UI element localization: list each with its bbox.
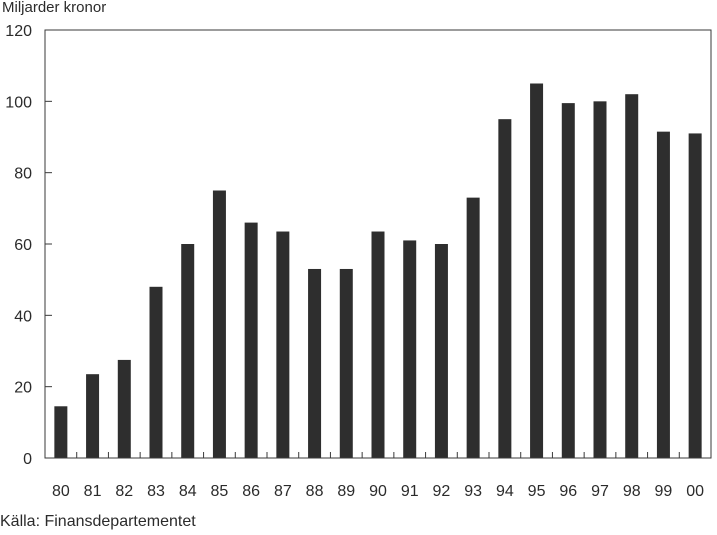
x-tick-label: 89 xyxy=(337,483,355,500)
bar-00 xyxy=(688,133,702,458)
bar-86 xyxy=(244,222,258,458)
bar-83 xyxy=(149,286,163,458)
x-tick-label: 86 xyxy=(242,483,260,500)
bar-89 xyxy=(339,268,353,458)
x-tick-label: 94 xyxy=(496,483,514,500)
x-tick-label: 93 xyxy=(464,483,482,500)
y-tick-label: 20 xyxy=(14,380,32,397)
x-tick-label: 83 xyxy=(147,483,165,500)
x-tick-label: 97 xyxy=(591,483,609,500)
bar-92 xyxy=(434,244,448,458)
y-tick-label: 60 xyxy=(14,237,32,254)
bar-98 xyxy=(625,94,639,458)
y-tick-label: 80 xyxy=(14,166,32,183)
bar-94 xyxy=(498,119,512,459)
bar-88 xyxy=(308,268,322,458)
bar-87 xyxy=(276,231,290,458)
x-tick-label: 98 xyxy=(623,483,641,500)
y-axis-title: Miljarder kronor xyxy=(2,0,107,16)
x-tick-label: 87 xyxy=(274,483,292,500)
bars-group xyxy=(54,83,702,459)
bar-93 xyxy=(466,197,480,458)
x-tick-label: 84 xyxy=(179,483,197,500)
bar-91 xyxy=(403,240,417,458)
bar-97 xyxy=(593,101,607,458)
bar-95 xyxy=(530,83,544,458)
x-tick-label: 82 xyxy=(115,483,133,500)
y-tick-label: 0 xyxy=(23,451,32,468)
y-tick-label: 100 xyxy=(5,94,32,111)
bar-84 xyxy=(181,244,195,458)
x-tick-label: 91 xyxy=(401,483,419,500)
bar-82 xyxy=(117,359,131,458)
bar-99 xyxy=(656,131,670,458)
x-tick-label: 96 xyxy=(559,483,577,500)
x-tick-label: 99 xyxy=(655,483,673,500)
bar-81 xyxy=(86,374,100,458)
x-tick-label: 81 xyxy=(84,483,102,500)
x-tick-label: 00 xyxy=(686,483,704,500)
x-axis-ticks: 80 81 82 83 84 85 86 87 88 89 90 91 92 93 94 95 96 97 98 99… xyxy=(52,452,704,500)
y-tick-label: 40 xyxy=(14,308,32,325)
source-note: Källa: Finansdepartementet xyxy=(0,513,196,530)
plot-frame xyxy=(44,29,712,459)
y-axis-ticks: 0 20 40 60 80 100 120 xyxy=(5,23,52,468)
x-tick-label: 80 xyxy=(52,483,70,500)
y-tick-label: 120 xyxy=(5,23,32,40)
x-tick-label: 88 xyxy=(306,483,324,500)
bar-85 xyxy=(212,190,226,458)
bar-80 xyxy=(54,406,68,458)
bar-96 xyxy=(561,103,575,458)
x-tick-label: 90 xyxy=(369,483,387,500)
x-tick-label: 92 xyxy=(433,483,451,500)
x-tick-label: 85 xyxy=(211,483,229,500)
bar-90 xyxy=(371,231,385,458)
bar-chart: 0 20 40 60 80 100 120 80 81 82 83 84 85 86 87 88 89 90 91… xyxy=(5,23,712,500)
x-tick-label: 95 xyxy=(528,483,546,500)
